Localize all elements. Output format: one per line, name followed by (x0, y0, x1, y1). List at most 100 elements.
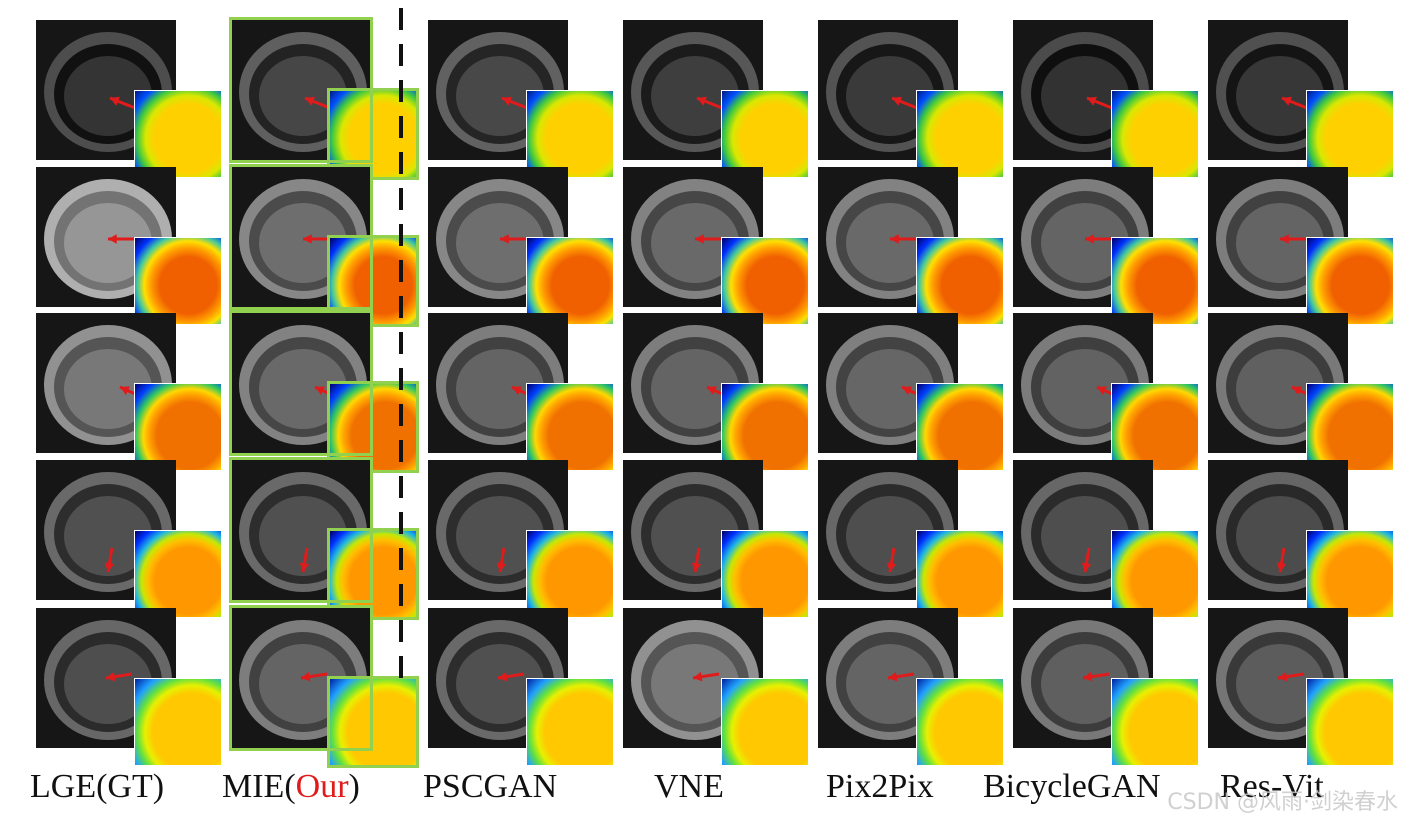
blood-pool (846, 203, 934, 283)
watermark: CSDN @风雨·剑染春水 (1167, 790, 1398, 815)
arrow-head-icon (1292, 386, 1302, 396)
arrow-head-icon (1085, 234, 1094, 244)
arrow-head-icon (1276, 562, 1287, 572)
arrow-head-icon (1278, 671, 1288, 682)
heatmap-inset (916, 90, 1004, 178)
blood-pool (1236, 349, 1324, 429)
arrow-head-icon (301, 671, 311, 682)
arrow-head-icon (697, 96, 707, 106)
ours-heatmap-frame (327, 676, 419, 768)
blood-pool (259, 644, 347, 724)
heatmap-inset (721, 90, 809, 178)
blood-pool (1236, 644, 1324, 724)
heatmap-inset (1111, 678, 1199, 766)
blood-pool (651, 56, 739, 136)
blood-pool (64, 203, 152, 283)
mri-slice-image (36, 167, 176, 307)
blood-pool (846, 56, 934, 136)
blood-pool (651, 496, 739, 576)
label-res-vit: Res-Vit (1220, 768, 1324, 805)
blood-pool (1041, 496, 1129, 576)
arrow-head-icon (902, 386, 912, 396)
mri-scan (1013, 313, 1153, 453)
blood-pool (259, 496, 347, 576)
ours-heatmap-frame (327, 235, 419, 327)
arrow-head-icon (315, 386, 325, 396)
ours-heatmap-frame (327, 528, 419, 620)
label-bicyclegan: BicycleGAN (983, 768, 1161, 805)
heatmap-inset (134, 530, 222, 618)
heatmap-inset (721, 237, 809, 325)
arrow-head-icon (512, 386, 522, 396)
arrow-head-icon (890, 234, 899, 244)
blood-pool (1041, 644, 1129, 724)
heatmap-inset (134, 678, 222, 766)
blood-pool (651, 644, 739, 724)
blood-pool (651, 349, 739, 429)
arrow-head-icon (106, 671, 116, 682)
arrow-head-icon (305, 96, 315, 106)
arrow-head-icon (500, 234, 509, 244)
blood-pool (64, 496, 152, 576)
arrow-head-icon (110, 96, 120, 106)
arrow-head-icon (693, 671, 703, 682)
blood-pool (456, 496, 544, 576)
heatmap-inset (1306, 530, 1394, 618)
heatmap-inset (1306, 383, 1394, 471)
blood-pool (456, 349, 544, 429)
blood-pool (64, 644, 152, 724)
arrow-head-icon (1083, 671, 1093, 682)
label-lge-gt: LGE(GT) (30, 768, 165, 805)
arrow-head-icon (1087, 96, 1097, 106)
blood-pool (259, 203, 347, 283)
label-mie-ours: MIE(Our) (222, 768, 360, 805)
heatmap-inset (721, 678, 809, 766)
blood-pool (1041, 203, 1129, 283)
blood-pool (1236, 496, 1324, 576)
arrow-head-icon (299, 562, 310, 572)
heatmap-inset (526, 90, 614, 178)
mri-scan (623, 167, 763, 307)
heatmap-inset (526, 530, 614, 618)
heatmap-inset (526, 237, 614, 325)
mri-slice-image (1013, 313, 1153, 453)
label-pix2pix: Pix2Pix (826, 768, 934, 805)
blood-pool (456, 644, 544, 724)
heatmap-inset (916, 678, 1004, 766)
blood-pool (64, 56, 152, 136)
heatmap-inset (1306, 90, 1394, 178)
heatmap-inset (721, 383, 809, 471)
arrow-head-icon (502, 96, 512, 106)
mri-scan (36, 167, 176, 307)
arrow-head-icon (1097, 386, 1107, 396)
blood-pool (846, 349, 934, 429)
blood-pool (846, 496, 934, 576)
heatmap-inset (1111, 383, 1199, 471)
blood-pool (259, 56, 347, 136)
blood-pool (1236, 56, 1324, 136)
blood-pool (1041, 56, 1129, 136)
heatmap-inset (1111, 237, 1199, 325)
blood-pool (651, 203, 739, 283)
mri-scan (1013, 460, 1153, 600)
arrow-head-icon (108, 234, 117, 244)
blood-pool (846, 644, 934, 724)
heatmap-inset (1306, 678, 1394, 766)
arrow-head-icon (1282, 96, 1292, 106)
ours-heatmap-frame (327, 88, 419, 180)
arrow-head-icon (496, 562, 507, 572)
arrow-head-icon (498, 671, 508, 682)
arrow-head-icon (695, 234, 704, 244)
arrow-head-icon (1280, 234, 1289, 244)
arrow-head-icon (691, 562, 702, 572)
blood-pool (1236, 203, 1324, 283)
heatmap-inset (1306, 237, 1394, 325)
label-ours-highlight: Our (295, 768, 349, 805)
blood-pool (456, 203, 544, 283)
heatmap-inset (916, 237, 1004, 325)
label-pscgan: PSCGAN (423, 768, 558, 805)
heatmap-inset (134, 383, 222, 471)
heatmap-inset (526, 383, 614, 471)
blood-pool (1041, 349, 1129, 429)
